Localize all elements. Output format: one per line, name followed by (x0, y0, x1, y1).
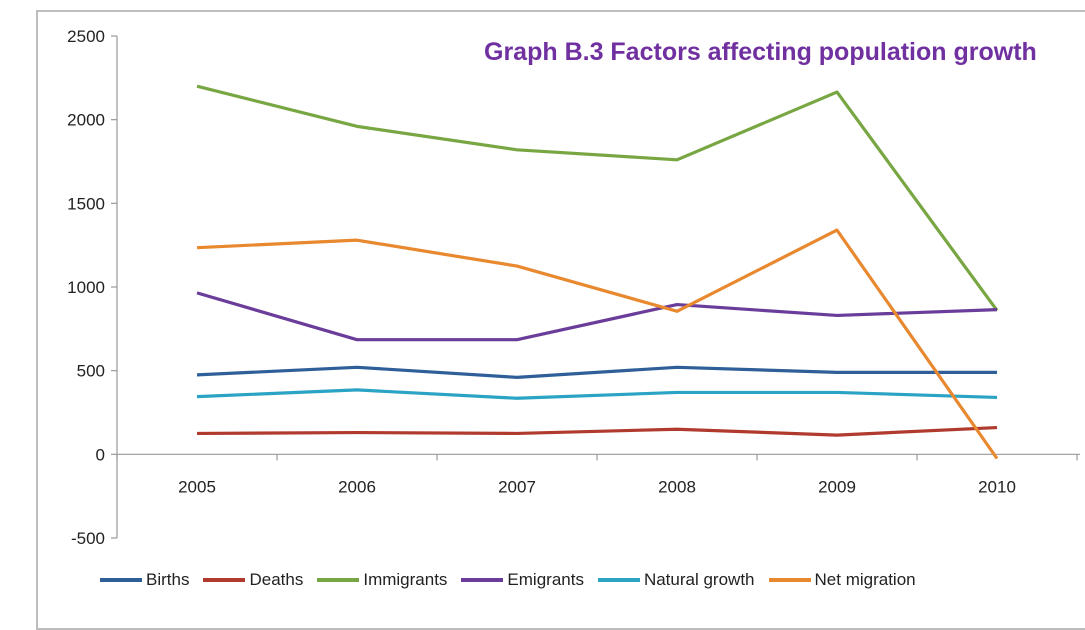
x-tick-label: 2009 (818, 477, 856, 496)
legend-item-births: Births (100, 570, 189, 590)
legend-label: Net migration (814, 570, 916, 589)
legend-item-deaths: Deaths (203, 570, 303, 590)
legend-label: Births (146, 570, 190, 589)
legend-label: Immigrants (363, 570, 448, 589)
legend-swatch (461, 578, 504, 582)
legend-label: Deaths (249, 570, 304, 589)
chart-title: Graph B.3 Factors affecting population g… (484, 38, 1037, 66)
chart-frame (36, 10, 1085, 630)
chart-canvas: 2500 2000 1500 1000 500 0 -500 2005 2006 2007 2008… (67, 27, 1080, 548)
legend-swatch (203, 578, 246, 582)
y-tick-label: 1500 (67, 194, 105, 213)
series-line-immigrants (196, 84, 999, 312)
chart-legend: Births Deaths Immigrants Emigrants Natural g… (100, 570, 930, 590)
legend-swatch (100, 578, 142, 582)
series-line-deaths (196, 425, 998, 437)
y-tick-label: 2500 (67, 27, 105, 46)
legend-item-net-migration: Net migration (768, 570, 916, 590)
legend-swatch (768, 578, 811, 582)
legend-item-emigrants: Emigrants (461, 570, 584, 590)
x-tick-label: 2008 (658, 477, 696, 496)
y-tick-label: 2000 (67, 111, 105, 130)
x-tick-label: 2010 (978, 477, 1016, 496)
y-tick-label: 500 (77, 362, 105, 381)
legend-item-natural-growth: Natural growth (597, 570, 755, 590)
legend-swatch (317, 578, 360, 582)
series-line-natural-growth (196, 388, 998, 400)
legend-label: Natural growth (643, 570, 755, 589)
x-tick-label: 2006 (338, 477, 376, 496)
y-tick-label: 0 (96, 445, 105, 464)
legend-swatch (597, 578, 640, 582)
legend-label: Emigrants (507, 570, 584, 589)
x-tick-label: 2005 (178, 477, 216, 496)
x-tick-label: 2007 (498, 477, 536, 496)
series-line-births (196, 365, 997, 379)
series-line-net-migration (196, 228, 999, 460)
y-tick-label: -500 (71, 529, 105, 548)
y-tick-label: 1000 (67, 278, 105, 297)
legend-item-immigrants: Immigrants (317, 570, 447, 590)
series-line-emigrants (196, 291, 998, 342)
